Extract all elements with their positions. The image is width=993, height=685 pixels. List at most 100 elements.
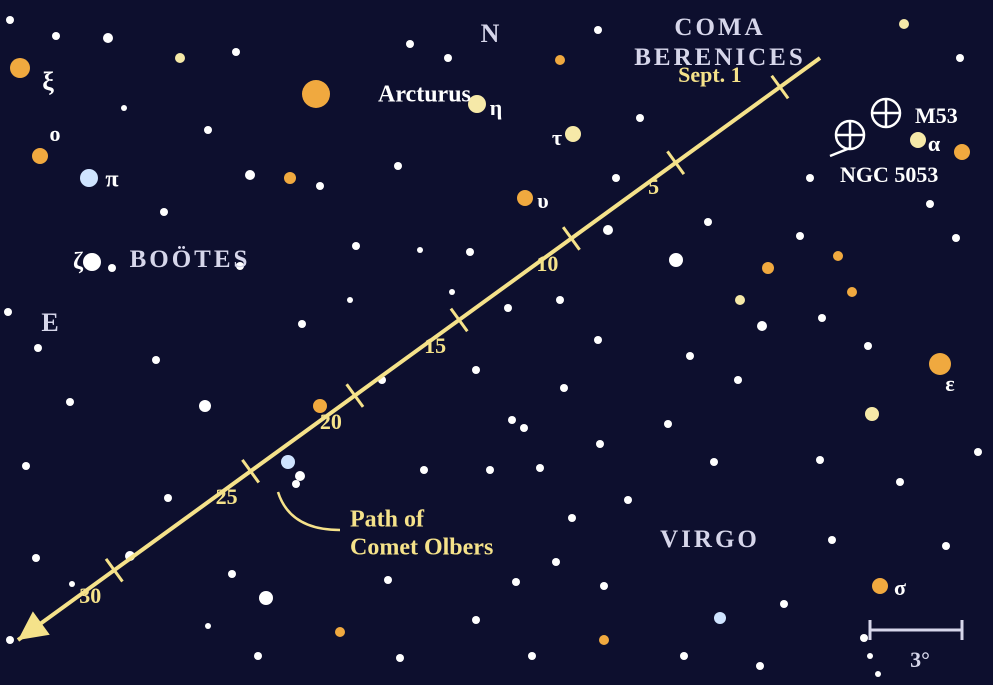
star: [284, 172, 296, 184]
star: [517, 190, 533, 206]
path-tick: [772, 76, 788, 99]
star: [669, 253, 683, 267]
star: [83, 253, 101, 271]
star: [710, 458, 718, 466]
star: [121, 105, 127, 111]
star: [205, 623, 211, 629]
star: [259, 591, 273, 605]
star: [347, 297, 353, 303]
star: [164, 494, 172, 502]
star: [396, 654, 404, 662]
path-date-label: 20: [320, 409, 342, 435]
star: [762, 262, 774, 274]
star: [417, 247, 423, 253]
star: [680, 652, 688, 660]
star: [714, 612, 726, 624]
star: [204, 126, 212, 134]
star: [555, 55, 565, 65]
star: [872, 578, 888, 594]
star: [600, 582, 608, 590]
chart-label: α: [928, 131, 940, 157]
star: [599, 635, 609, 645]
star: [594, 336, 602, 344]
star: [568, 514, 576, 522]
path-tick: [242, 460, 258, 483]
star: [6, 16, 14, 24]
star: [4, 308, 12, 316]
path-date-label: 25: [216, 484, 238, 510]
star: [228, 570, 236, 578]
star: [596, 440, 604, 448]
star: [956, 54, 964, 62]
star: [899, 19, 909, 29]
star: [735, 295, 745, 305]
star: [796, 232, 804, 240]
star: [952, 234, 960, 242]
star: [406, 40, 414, 48]
star: [686, 352, 694, 360]
star: [860, 634, 868, 642]
star: [22, 462, 30, 470]
star: [624, 496, 632, 504]
star: [520, 424, 528, 432]
star: [818, 314, 826, 322]
chart-label: BERENICES: [634, 44, 806, 72]
pointer-line: [830, 148, 850, 156]
star: [449, 289, 455, 295]
star: [636, 114, 644, 122]
star: [828, 536, 836, 544]
star: [10, 58, 30, 78]
path-date-label: 5: [648, 174, 659, 200]
path-tick: [106, 559, 122, 582]
chart-label: Comet Olbers: [350, 535, 493, 562]
star: [103, 33, 113, 43]
path-tick: [451, 309, 467, 332]
star: [612, 174, 620, 182]
chart-label: ε: [945, 371, 954, 397]
star: [875, 671, 881, 677]
star: [108, 264, 116, 272]
chart-label: NGC 5053: [840, 162, 938, 188]
star: [335, 627, 345, 637]
star: [34, 344, 42, 352]
star: [756, 662, 764, 670]
star: [816, 456, 824, 464]
star: [664, 420, 672, 428]
path-tick: [563, 227, 579, 250]
star: [734, 376, 742, 384]
star: [444, 54, 452, 62]
star: [865, 407, 879, 421]
star: [594, 26, 602, 34]
star: [896, 478, 904, 486]
chart-label: η: [490, 95, 503, 121]
star: [556, 296, 564, 304]
star: [6, 636, 14, 644]
path-date-label: 30: [79, 583, 101, 609]
star: [864, 342, 872, 350]
path-date-label: 10: [536, 251, 558, 277]
star: [80, 169, 98, 187]
star: [780, 600, 788, 608]
path-date-label: 15: [424, 333, 446, 359]
star: [298, 320, 306, 328]
star: [281, 455, 295, 469]
star: [833, 251, 843, 261]
star: [394, 162, 402, 170]
star: [603, 225, 613, 235]
star: [926, 200, 934, 208]
star: [466, 248, 474, 256]
star: [292, 480, 300, 488]
star: [552, 558, 560, 566]
star: [420, 466, 428, 474]
star: [32, 148, 48, 164]
star: [302, 80, 330, 108]
star: [69, 581, 75, 587]
chart-label: ξ: [42, 67, 54, 97]
star: [757, 321, 767, 331]
star: [32, 554, 40, 562]
chart-label: M53: [915, 103, 958, 129]
star: [486, 466, 494, 474]
path-tick: [667, 151, 683, 174]
chart-label: ζ: [73, 249, 83, 276]
star: [942, 542, 950, 550]
